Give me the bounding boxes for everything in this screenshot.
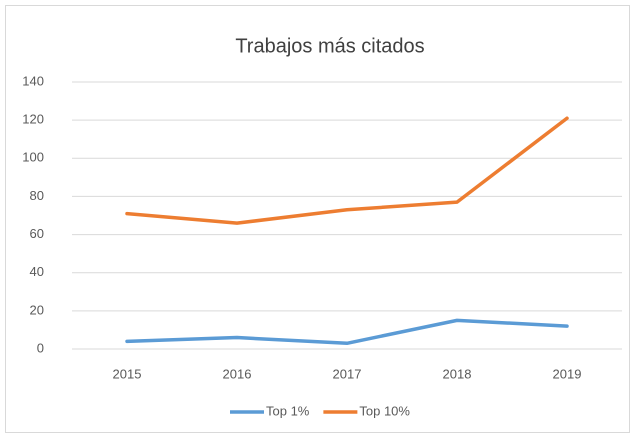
x-tick-label: 2015 xyxy=(113,366,142,381)
x-tick-label: 2016 xyxy=(223,366,252,381)
legend-label: Top 1% xyxy=(266,403,310,418)
y-tick-label: 100 xyxy=(22,150,44,165)
y-tick-label: 40 xyxy=(30,264,44,279)
y-tick-label: 80 xyxy=(30,188,44,203)
y-tick-label: 120 xyxy=(22,112,44,127)
legend-label: Top 10% xyxy=(359,403,410,418)
line-series xyxy=(125,116,569,225)
x-tick-label: 2019 xyxy=(553,366,582,381)
y-tick-label: 20 xyxy=(30,302,44,317)
y-tick-label: 0 xyxy=(37,340,44,355)
chart-title: Trabajos más citados xyxy=(235,35,424,57)
chart-border xyxy=(5,5,630,433)
y-tick-label: 60 xyxy=(30,226,44,241)
y-tick-label: 140 xyxy=(22,73,44,88)
x-tick-label: 2017 xyxy=(333,366,362,381)
x-tick-label: 2018 xyxy=(443,366,472,381)
line-series xyxy=(125,318,569,346)
